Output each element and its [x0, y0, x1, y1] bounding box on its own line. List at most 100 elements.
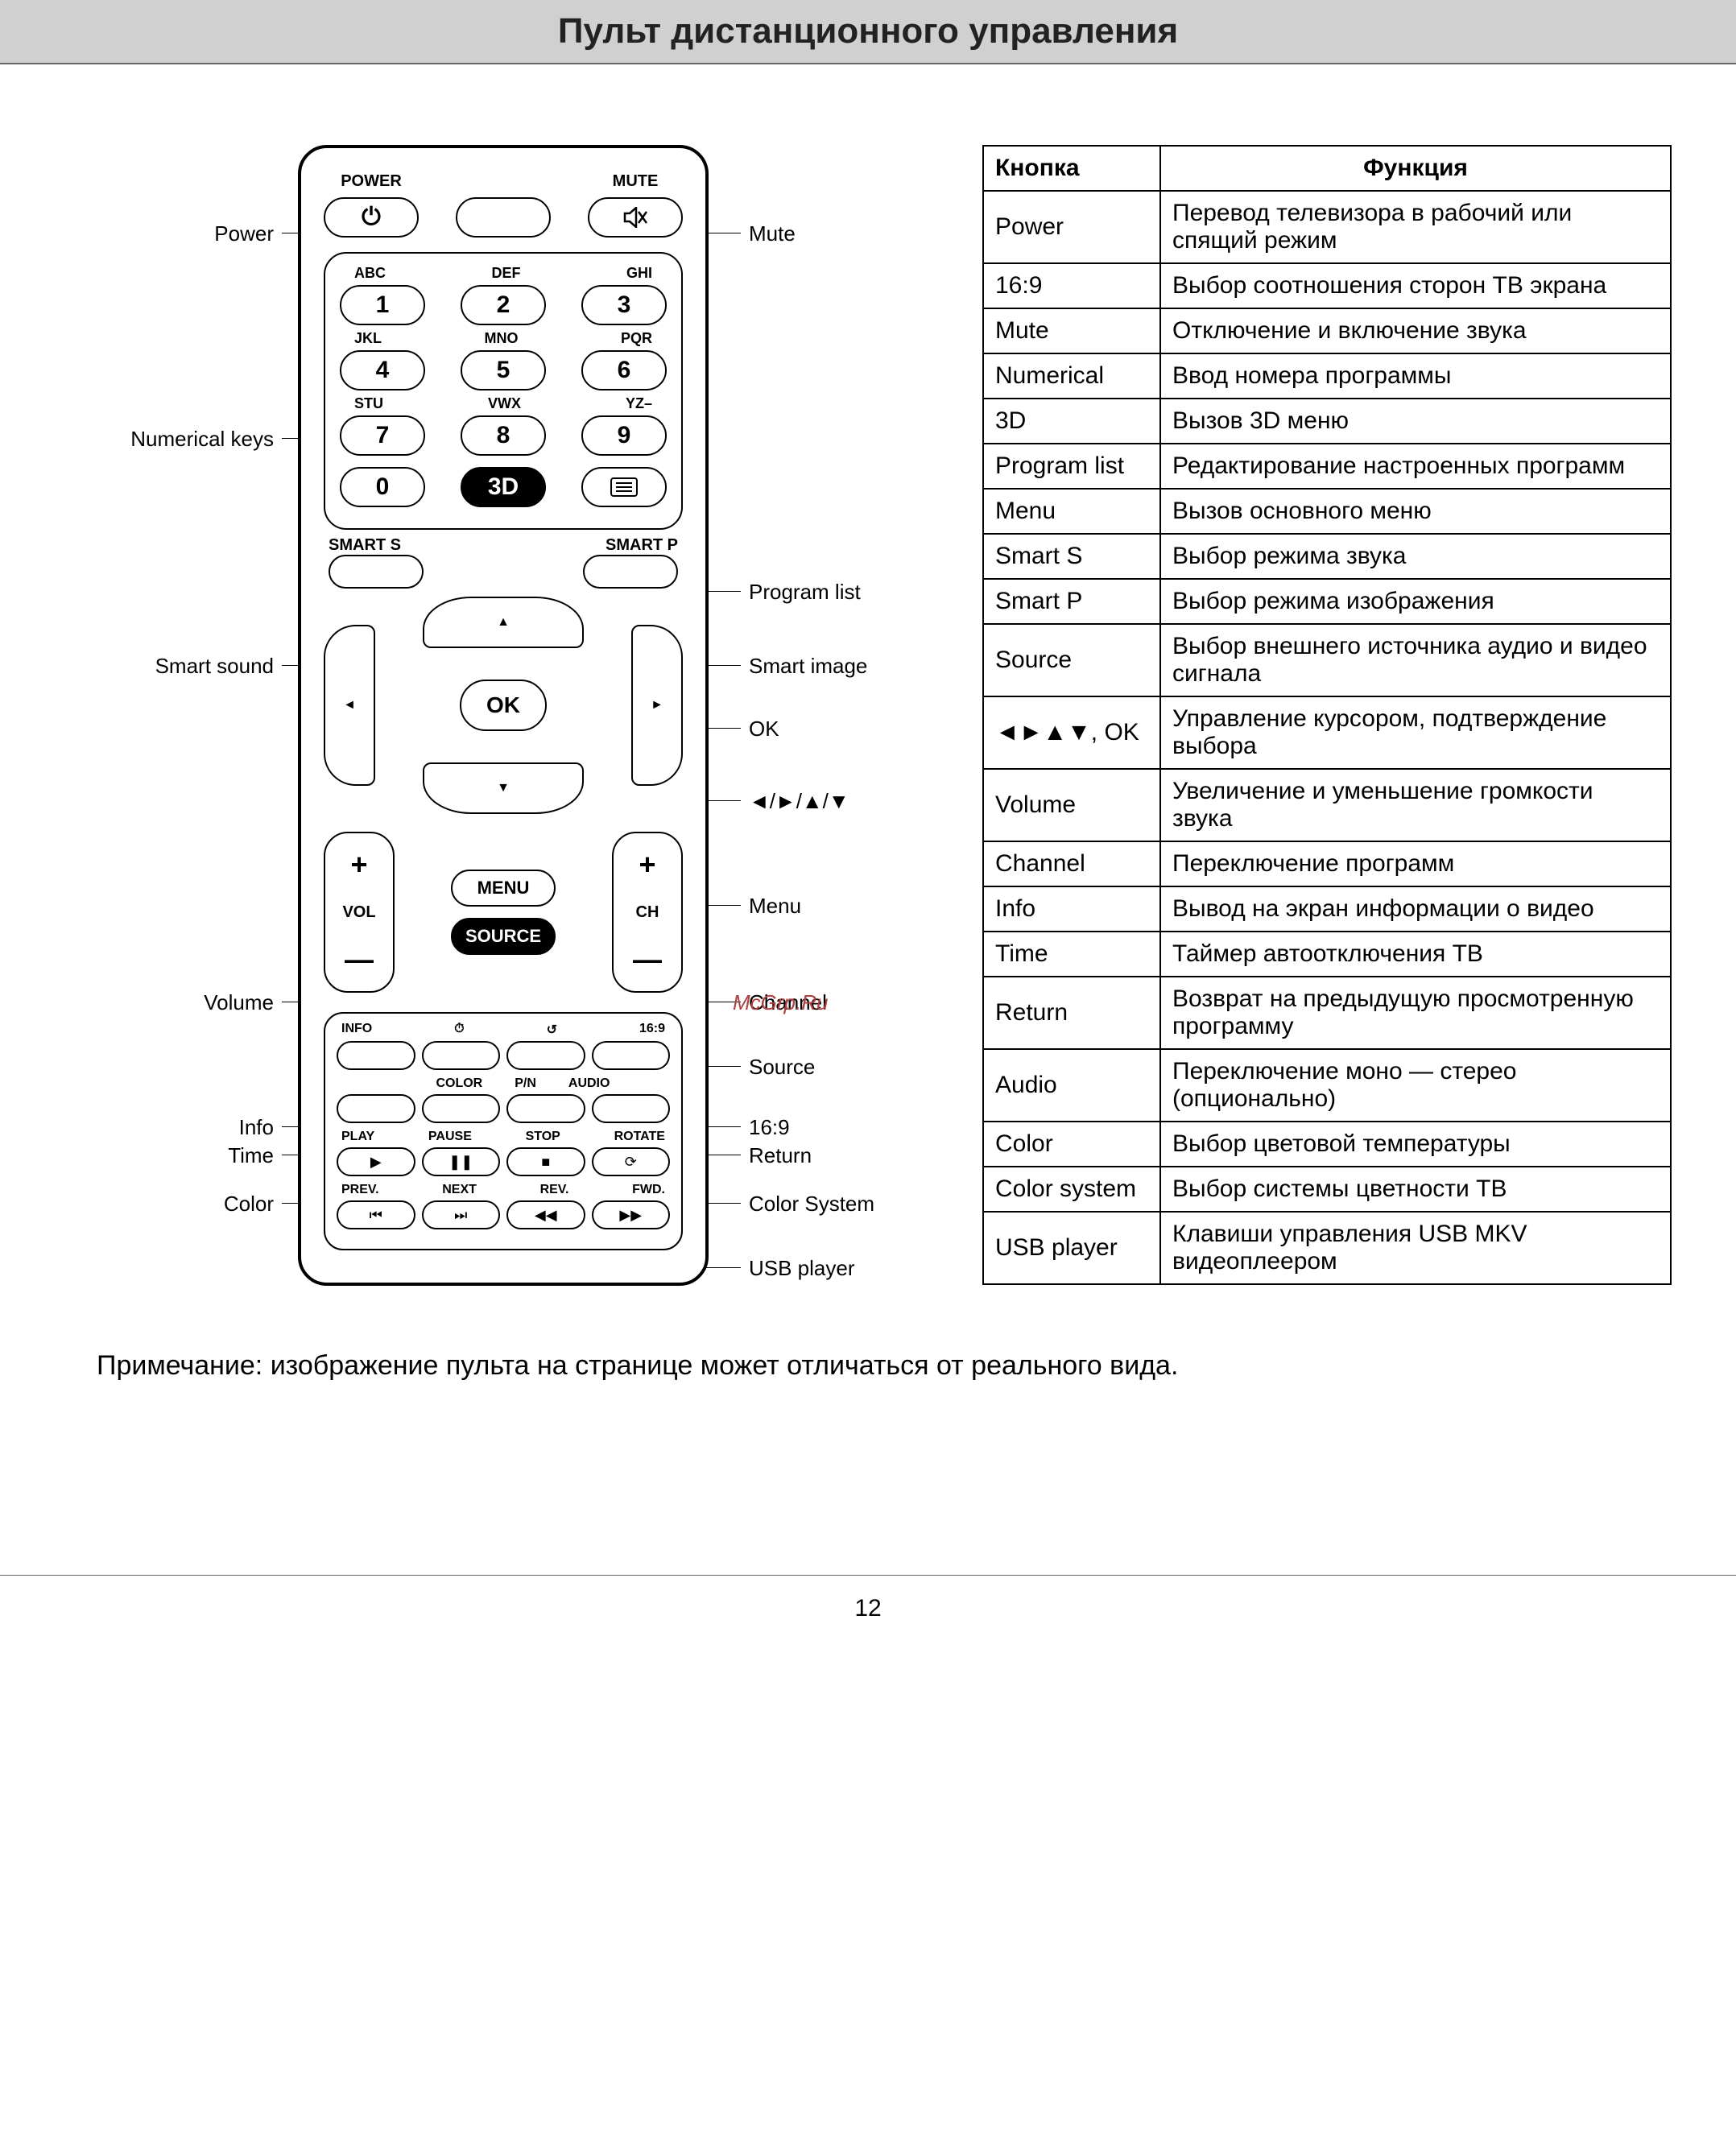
nav-up[interactable]: ▲ — [423, 597, 584, 648]
callout-return: Return — [749, 1143, 812, 1168]
table-row: InfoВывод на экран информации о видео — [983, 886, 1671, 932]
vol-label: VOL — [342, 903, 375, 922]
table-cell-function: Вызов 3D меню — [1160, 399, 1671, 444]
smart-s-button[interactable] — [329, 555, 424, 589]
table-cell-button: USB player — [983, 1212, 1160, 1284]
key-3[interactable]: 3 — [581, 285, 667, 325]
color2-button[interactable] — [422, 1094, 501, 1123]
key-8[interactable]: 8 — [461, 415, 546, 456]
vol-minus: — — [345, 943, 374, 977]
table-cell-function: Клавиши управления USB MKV видеоплеером — [1160, 1212, 1671, 1284]
key-1[interactable]: 1 — [340, 285, 425, 325]
table-row: SourceВыбор внешнего источника аудио и в… — [983, 624, 1671, 696]
nav-right[interactable]: ► — [631, 625, 683, 786]
table-header-function: Функция — [1160, 146, 1671, 191]
table-row: 3DВызов 3D меню — [983, 399, 1671, 444]
table-cell-function: Переключение моно — стерео (опционально) — [1160, 1049, 1671, 1122]
key-0[interactable]: 0 — [340, 467, 425, 507]
key-4[interactable]: 4 — [340, 350, 425, 390]
table-cell-function: Выбор соотношения сторон ТВ экрана — [1160, 263, 1671, 308]
callout-smart-image: Smart image — [749, 654, 867, 679]
callout-numerical-keys: Numerical keys — [64, 427, 274, 452]
key-5[interactable]: 5 — [461, 350, 546, 390]
power-label: POWER — [324, 172, 419, 191]
rotate-button[interactable]: ⟳ — [592, 1147, 671, 1176]
table-row: AudioПереключение моно — стерео (опциона… — [983, 1049, 1671, 1122]
table-cell-function: Возврат на предыдущую просмотренную прог… — [1160, 977, 1671, 1049]
arrow-down-icon: ▼ — [497, 781, 510, 795]
pn-label: P/N — [515, 1076, 536, 1091]
next-label: NEXT — [442, 1183, 477, 1197]
nav-left[interactable]: ◄ — [324, 625, 375, 786]
table-row: 16:9Выбор соотношения сторон ТВ экрана — [983, 263, 1671, 308]
note: Примечание: изображение пульта на страни… — [0, 1318, 1736, 1414]
page-title: Пульт дистанционного управления — [558, 11, 1178, 52]
smart-p-button[interactable] — [583, 555, 678, 589]
table-row: MenuВызов основного меню — [983, 489, 1671, 534]
info-button[interactable] — [337, 1041, 415, 1070]
pause-button[interactable]: ❚❚ — [422, 1147, 501, 1176]
table-cell-function: Отключение и включение звука — [1160, 308, 1671, 353]
callout-volume: Volume — [64, 990, 274, 1015]
function-table-column: Кнопка Функция PowerПеревод телевизора в… — [982, 145, 1672, 1286]
table-cell-button: Source — [983, 624, 1160, 696]
table-cell-function: Таймер автоотключения ТВ — [1160, 932, 1671, 977]
table-cell-button: Program list — [983, 444, 1160, 489]
remote-outline: POWER MUTE ⏻ ABC DEF GHI — [298, 145, 709, 1286]
table-cell-button: ◄►▲▼, OK — [983, 696, 1160, 769]
mute-button[interactable] — [588, 197, 683, 238]
fwd-button[interactable]: ▶▶ — [592, 1200, 671, 1229]
table-cell-button: Return — [983, 977, 1160, 1049]
smart-p-label: SMART P — [606, 536, 678, 555]
source-button[interactable]: SOURCE — [451, 918, 556, 955]
table-cell-button: Mute — [983, 308, 1160, 353]
bottom-section: INFO ⏱ ↺ 16:9 x COLOR P/N — [324, 1012, 683, 1250]
nav-down[interactable]: ▼ — [423, 762, 584, 814]
table-row: ColorВыбор цветовой температуры — [983, 1122, 1671, 1167]
prev-button[interactable]: ⏮ — [337, 1200, 415, 1229]
callout-menu: Menu — [749, 894, 801, 919]
menu-button[interactable]: MENU — [451, 870, 556, 907]
table-cell-button: Power — [983, 191, 1160, 263]
color-button[interactable] — [337, 1094, 415, 1123]
table-row: ChannelПереключение программ — [983, 841, 1671, 886]
table-cell-button: Channel — [983, 841, 1160, 886]
table-row: Smart PВыбор режима изображения — [983, 579, 1671, 624]
key-3d[interactable]: 3D — [461, 467, 546, 507]
key-2[interactable]: 2 — [461, 285, 546, 325]
play-label: PLAY — [341, 1130, 374, 1144]
table-cell-function: Вывод на экран информации о видео — [1160, 886, 1671, 932]
ch-plus: + — [639, 848, 655, 882]
program-list-button[interactable] — [581, 467, 667, 507]
ch-label: CH — [636, 903, 659, 922]
time-button[interactable] — [422, 1041, 501, 1070]
return-button[interactable] — [506, 1041, 585, 1070]
callout-usb-player: USB player — [749, 1256, 855, 1281]
volume-rocker[interactable]: + VOL — — [324, 832, 395, 993]
numpad-label-abc: ABC — [354, 265, 386, 282]
power-button[interactable]: ⏻ — [324, 197, 419, 238]
key-9[interactable]: 9 — [581, 415, 667, 456]
channel-rocker[interactable]: + CH — — [612, 832, 683, 993]
audio-button[interactable] — [592, 1094, 671, 1123]
blank-button[interactable] — [456, 197, 551, 238]
table-header-button: Кнопка — [983, 146, 1160, 191]
numpad-label-yz: YZ– — [626, 395, 652, 412]
ch-minus: — — [633, 943, 662, 977]
table-row: ReturnВозврат на предыдущую просмотренну… — [983, 977, 1671, 1049]
key-6[interactable]: 6 — [581, 350, 667, 390]
color-label: COLOR — [436, 1076, 482, 1091]
remote-wrapper: POWER MUTE ⏻ ABC DEF GHI — [298, 145, 709, 1286]
aspect-button[interactable] — [592, 1041, 671, 1070]
table-row: TimeТаймер автоотключения ТВ — [983, 932, 1671, 977]
rev-button[interactable]: ◀◀ — [506, 1200, 585, 1229]
stop-button[interactable]: ■ — [506, 1147, 585, 1176]
table-cell-button: Volume — [983, 769, 1160, 841]
pn-button[interactable] — [506, 1094, 585, 1123]
audio-label: AUDIO — [568, 1076, 610, 1091]
ok-button[interactable]: OK — [460, 680, 547, 731]
play-button[interactable]: ▶ — [337, 1147, 415, 1176]
next-button[interactable]: ⏭ — [422, 1200, 501, 1229]
watermark: McGrp.Ru — [733, 990, 828, 1015]
key-7[interactable]: 7 — [340, 415, 425, 456]
